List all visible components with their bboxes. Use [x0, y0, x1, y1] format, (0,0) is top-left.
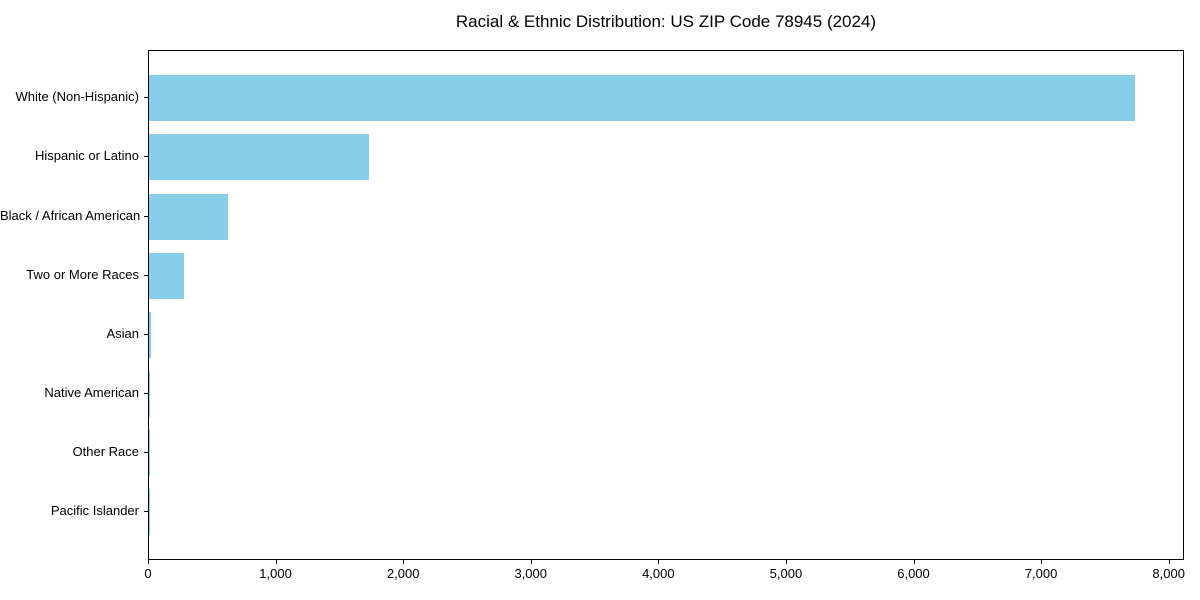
plot-area	[148, 50, 1184, 560]
bar-two-or-more-races	[149, 252, 185, 299]
x-axis-tick	[1168, 560, 1170, 564]
x-axis-tick	[1041, 560, 1043, 564]
y-axis-label: Two or More Races	[26, 266, 139, 282]
bar-hispanic-or-latino	[149, 134, 369, 181]
x-axis-tick-label: 4,000	[642, 566, 675, 581]
bar-asian	[149, 311, 151, 358]
y-axis-tick	[144, 393, 148, 394]
x-axis-tick-label: 8,000	[1152, 566, 1185, 581]
y-axis-tick	[144, 274, 148, 276]
y-axis-label: Native American	[44, 385, 139, 400]
y-axis-label: Black / African American	[0, 207, 141, 223]
y-axis-tick	[144, 215, 148, 217]
x-axis-tick	[658, 560, 660, 564]
y-axis-label: Asian	[106, 325, 139, 341]
x-axis-tick	[275, 560, 277, 564]
x-axis-tick-label: 3,000	[514, 566, 548, 581]
x-axis-tick	[913, 560, 915, 564]
x-axis-tick	[403, 560, 405, 564]
y-axis-tick	[144, 156, 148, 158]
x-axis-tick	[148, 560, 149, 564]
y-axis-tick	[144, 97, 148, 99]
x-axis-tick-label: 5,000	[769, 566, 803, 581]
x-axis-tick-label: 1,000	[259, 566, 292, 581]
x-axis-tick-label: 6,000	[897, 566, 930, 581]
x-axis-tick-label: 7,000	[1024, 566, 1058, 581]
y-axis-label: White (Non-Hispanic)	[15, 89, 139, 105]
y-axis-label: Other Race	[72, 444, 139, 460]
bar-native-american	[149, 371, 151, 417]
bar-black-african-american	[149, 193, 229, 240]
bar-other-race	[149, 430, 150, 477]
x-axis-tick	[785, 560, 787, 564]
x-axis-tick	[530, 560, 532, 564]
y-axis-label: Pacific Islander	[50, 503, 139, 519]
y-axis-tick	[144, 452, 148, 454]
x-axis-tick-label: 0	[144, 566, 152, 581]
y-axis-tick	[144, 511, 148, 513]
bar-white-non-hispanic	[149, 75, 1135, 122]
y-axis-tick	[144, 333, 148, 335]
chart-title: Racial & Ethnic Distribution: US ZIP Cod…	[455, 12, 877, 31]
x-axis-tick-label: 2,000	[386, 566, 420, 581]
y-axis-label: Hispanic or Latino	[34, 148, 139, 164]
